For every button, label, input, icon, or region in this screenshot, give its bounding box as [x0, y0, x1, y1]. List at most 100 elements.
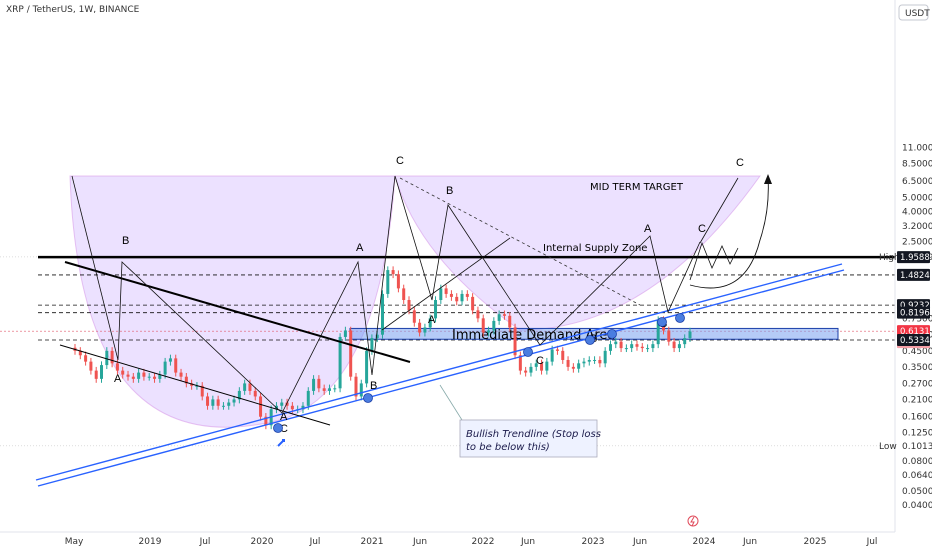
candle-body — [285, 402, 289, 406]
price-badge-0.8196 — [897, 306, 930, 319]
candle-body — [396, 274, 400, 289]
note-box — [459, 419, 598, 458]
candle-body — [518, 355, 522, 371]
candle-body — [195, 385, 199, 387]
candle-body — [465, 293, 469, 297]
wave-zigzag-2 — [394, 175, 701, 346]
candle-body — [370, 338, 374, 351]
candle-body — [439, 288, 443, 300]
candle-body — [677, 344, 681, 349]
wave-label-b: B — [446, 185, 453, 197]
candle-body — [656, 320, 660, 345]
candle-body — [502, 314, 506, 316]
price-badge-text: 1.4824 — [900, 271, 930, 281]
candle-body — [640, 346, 644, 349]
y-tick-label: 4.0000 — [902, 208, 932, 218]
price-badge-0.5334 — [897, 334, 930, 347]
candle-body — [524, 370, 528, 373]
candle-body — [94, 370, 98, 379]
candle-body — [110, 350, 114, 364]
wave-label-a: A — [114, 373, 122, 385]
candle-body — [232, 399, 236, 403]
x-tick-label: Jun — [742, 537, 757, 547]
candle-body — [264, 416, 268, 426]
wave-label-b: B — [370, 380, 377, 392]
candle-body — [237, 390, 241, 400]
y-tick-label: 0.7500 — [902, 314, 932, 324]
candle-body — [630, 344, 634, 349]
wave-label-c: C — [736, 157, 744, 169]
candle-body — [349, 330, 353, 377]
candle-body — [651, 344, 655, 349]
flash-icon — [687, 515, 699, 527]
projection-zigzag — [689, 241, 739, 281]
price-badge-text: 0.5334 — [900, 336, 930, 346]
candle-body — [608, 344, 612, 351]
hand-pointer-icon — [607, 329, 617, 339]
x-tick-label: Jun — [632, 537, 647, 547]
y-tick-label: 0.3500 — [902, 363, 932, 373]
projection-arrowhead — [764, 174, 772, 184]
projection-curve — [689, 176, 769, 289]
x-tick-label: Jul — [309, 537, 321, 547]
candle-body — [163, 361, 167, 375]
candle-body — [412, 310, 416, 323]
candle-body — [667, 330, 671, 342]
internal-supply-zone-label: Internal Supply Zone — [543, 243, 647, 254]
x-tick-label: Jul — [199, 537, 211, 547]
candle-body — [471, 296, 475, 311]
candle-body — [449, 293, 453, 297]
wave-label-a: A — [280, 411, 288, 423]
candle-body — [614, 341, 618, 345]
candle-body — [624, 348, 628, 350]
mid-term-target-label: MID TERM TARGET — [590, 182, 684, 193]
candle-body — [423, 327, 427, 333]
candle-body — [619, 341, 623, 349]
candle-body — [142, 372, 146, 377]
x-tick-label: 2021 — [361, 537, 384, 547]
projection-line-c — [699, 177, 739, 244]
price-badge-1.4824 — [897, 268, 930, 281]
candle-body — [460, 293, 464, 302]
candle-body — [301, 405, 305, 410]
wave-label-c: C — [536, 355, 544, 367]
candle-body — [545, 361, 549, 371]
candle-body — [78, 350, 82, 356]
descending-trendline — [64, 261, 411, 363]
y-tick-label: 0.0500 — [902, 487, 932, 497]
wave-label-c: C — [698, 223, 706, 235]
y-tick-label: 0.2700 — [902, 379, 932, 389]
y-tick-label: 5.0000 — [902, 193, 932, 203]
level-value-label: 0.1013 — [902, 442, 932, 452]
candle-body — [534, 363, 538, 367]
flash-icon-bolt — [690, 516, 695, 527]
candle-body — [153, 376, 157, 379]
hand-pointer-icon — [585, 335, 595, 345]
y-tick-label: 6.5000 — [902, 177, 932, 187]
candle-body — [635, 344, 639, 347]
y-tick-label: 0.0400 — [902, 501, 932, 511]
note-line-2: to be below this) — [466, 442, 550, 453]
candle-body — [227, 402, 231, 406]
level-side-label: High — [879, 253, 900, 263]
x-tick-label: 2024 — [693, 537, 716, 547]
candle-body — [327, 388, 331, 391]
candle-body — [476, 310, 480, 319]
x-tick-label: 2025 — [804, 537, 827, 547]
candle-body — [428, 318, 432, 328]
candle-body — [402, 288, 406, 300]
candle-body — [381, 293, 384, 335]
y-tick-label: 0.0640 — [902, 471, 932, 481]
candle-body — [481, 318, 485, 333]
candle-body — [375, 334, 379, 339]
currency-button-label: USDT — [905, 9, 930, 19]
note-line-1: Bullish Trendline (Stop loss — [466, 429, 601, 440]
candle-body — [646, 348, 650, 350]
candle-body — [434, 300, 438, 319]
currency-button[interactable] — [898, 4, 929, 21]
candle-body — [513, 327, 517, 356]
y-tick-label: 0.1600 — [902, 413, 932, 423]
price-badge-1.9588 — [897, 251, 930, 264]
candle-body — [444, 288, 448, 294]
